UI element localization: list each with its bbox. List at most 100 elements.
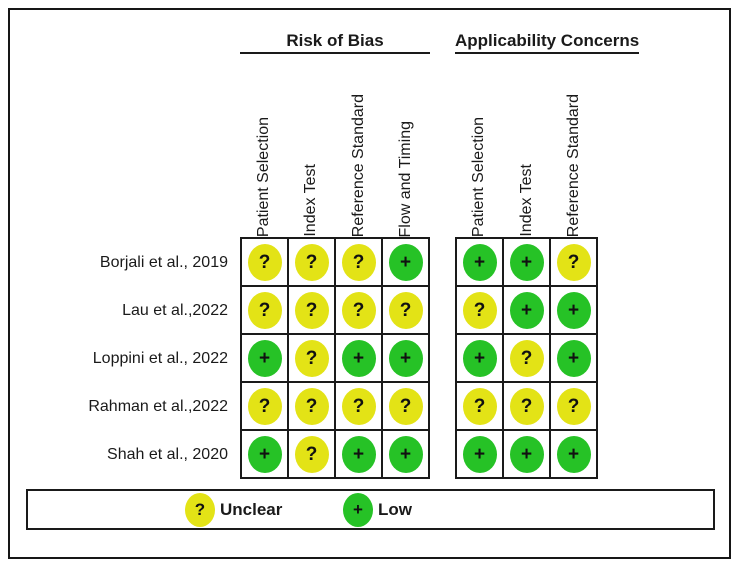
judgment-symbol: ? [567, 395, 580, 417]
judgment-symbol: ? [399, 299, 412, 321]
judgment-symbol: + [399, 251, 412, 273]
judgment-symbol: ? [305, 395, 318, 417]
judgment-unclear-icon: ? [294, 387, 329, 425]
legend-box: ? Unclear + Low [26, 489, 715, 530]
study-label: Borjali et al., 2019 [99, 254, 228, 271]
judgment-symbol: ? [305, 299, 318, 321]
judgment-unclear-icon: ? [556, 387, 591, 425]
column-header-cell: Patient Selection [240, 56, 288, 237]
judgment-symbol: ? [567, 251, 580, 273]
judgment-symbol: + [352, 347, 365, 369]
column-header-label: Index Test [517, 164, 535, 237]
legend-item-low: + Low [343, 492, 412, 527]
legend-unclear-icon: ? [185, 492, 215, 527]
study-label: Shah et al., 2020 [107, 446, 228, 463]
judgment-unclear-icon: ? [247, 291, 282, 329]
judgment-unclear-icon: ? [341, 243, 376, 281]
judgment-low-icon: + [556, 339, 591, 377]
judgment-cell: + [242, 335, 287, 381]
judgment-cell: + [551, 431, 596, 477]
judgment-low-icon: + [341, 435, 376, 473]
section-header-risk-of-bias: Risk of Bias [240, 31, 430, 54]
judgment-cell: ? [336, 239, 381, 285]
judgment-low-icon: + [462, 339, 497, 377]
judgment-cell: ? [242, 383, 287, 429]
judgment-low-icon: + [341, 339, 376, 377]
judgment-symbol: ? [473, 395, 486, 417]
judgment-cell: ? [336, 287, 381, 333]
judgment-cell: ? [551, 239, 596, 285]
judgment-cell: ? [551, 383, 596, 429]
judgment-symbol: + [567, 347, 580, 369]
judgment-low-icon: + [388, 243, 423, 281]
judgment-symbol: + [258, 347, 271, 369]
judgment-symbol: + [567, 299, 580, 321]
judgment-symbol: ? [520, 395, 533, 417]
judgment-low-icon: + [247, 339, 282, 377]
judgment-cell: + [457, 239, 502, 285]
judgment-symbol: + [399, 443, 412, 465]
judgment-cell: ? [504, 383, 549, 429]
judgment-cell: ? [242, 239, 287, 285]
figure-frame: Risk of Bias Applicability Concerns Pati… [8, 8, 731, 559]
judgment-unclear-icon: ? [294, 291, 329, 329]
judgment-cell: + [457, 335, 502, 381]
judgment-cell: + [504, 431, 549, 477]
judgment-symbol: ? [399, 395, 412, 417]
legend-symbol: + [353, 500, 363, 519]
study-label: Loppini et al., 2022 [92, 350, 228, 367]
judgment-symbol: + [258, 443, 271, 465]
legend-item-unclear: ? Unclear [185, 492, 283, 527]
judgment-symbol: ? [473, 299, 486, 321]
judgment-symbol: + [399, 347, 412, 369]
judgment-symbol: + [473, 251, 486, 273]
judgment-cell: ? [289, 287, 334, 333]
judgment-low-icon: + [556, 291, 591, 329]
judgment-cell: ? [336, 383, 381, 429]
judgment-symbol: + [520, 299, 533, 321]
judgment-symbol: + [473, 347, 486, 369]
column-header-label: Patient Selection [470, 116, 488, 237]
judgment-symbol: ? [258, 251, 271, 273]
judgment-unclear-icon: ? [462, 387, 497, 425]
judgment-cell: + [457, 431, 502, 477]
column-header-label: Flow and Timing [397, 120, 415, 238]
legend-label: Unclear [220, 499, 283, 519]
judgment-cell: ? [504, 335, 549, 381]
judgment-cell: + [242, 431, 287, 477]
judgment-low-icon: + [509, 243, 544, 281]
judgment-low-icon: + [388, 339, 423, 377]
column-header-label: Reference Standard [349, 93, 367, 237]
study-labels: Borjali et al., 2019 Lau et al.,2022 Loppi… [16, 239, 228, 479]
study-label: Rahman et al.,2022 [88, 398, 228, 415]
judgment-unclear-icon: ? [509, 387, 544, 425]
judgment-cell: ? [242, 287, 287, 333]
grid-applicability-concerns: + +?? + + +? +??? + + + [455, 237, 598, 479]
judgment-symbol: ? [352, 299, 365, 321]
judgment-cell: ? [289, 335, 334, 381]
judgment-unclear-icon: ? [388, 291, 423, 329]
judgment-low-icon: + [509, 435, 544, 473]
judgment-unclear-icon: ? [462, 291, 497, 329]
column-header-label: Index Test [302, 164, 320, 237]
column-header-cell: Index Test [288, 56, 336, 237]
judgment-unclear-icon: ? [294, 435, 329, 473]
judgment-low-icon: + [462, 435, 497, 473]
judgment-symbol: ? [305, 347, 318, 369]
judgment-symbol: ? [258, 395, 271, 417]
judgment-cell: + [383, 239, 428, 285]
grid-risk-of-bias: ??? +???? +? + +???? +? + + [240, 237, 430, 479]
column-header-cell: Flow and Timing [383, 56, 431, 238]
judgment-symbol: + [352, 443, 365, 465]
judgment-cell: ? [457, 383, 502, 429]
column-header-cell: Index Test [503, 56, 551, 237]
judgment-unclear-icon: ? [247, 387, 282, 425]
judgment-unclear-icon: ? [556, 243, 591, 281]
judgment-unclear-icon: ? [294, 339, 329, 377]
judgment-symbol: ? [352, 395, 365, 417]
judgment-cell: + [336, 431, 381, 477]
judgment-cell: + [336, 335, 381, 381]
judgment-unclear-icon: ? [341, 291, 376, 329]
judgment-cell: + [504, 239, 549, 285]
